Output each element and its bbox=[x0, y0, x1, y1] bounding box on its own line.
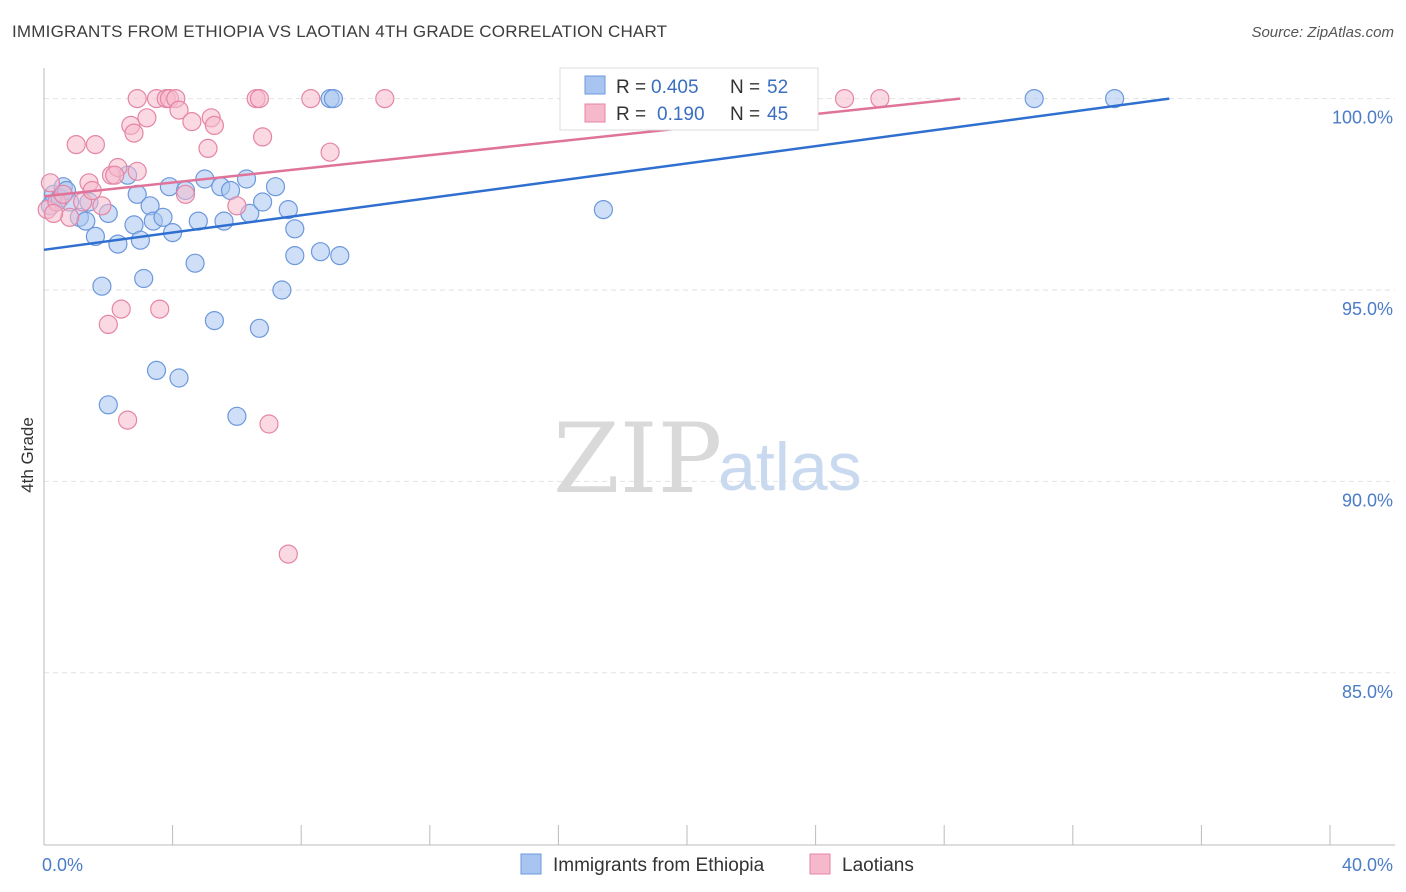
point-s1-14 bbox=[117, 410, 138, 430]
point-s0-37 bbox=[253, 192, 273, 212]
legend-box: R = 0.405 N = 52 R = 0.190 N = 45 bbox=[559, 67, 819, 131]
watermark: ZIP atlas bbox=[553, 403, 862, 515]
point-s0-21 bbox=[153, 207, 173, 227]
point-s1-18 bbox=[127, 88, 147, 109]
point-s1-31 bbox=[227, 196, 247, 216]
point-s0-47 bbox=[98, 395, 118, 415]
point-s1-13 bbox=[111, 299, 131, 319]
point-s1-10 bbox=[98, 314, 118, 334]
y-axis-label: 4th Grade bbox=[18, 417, 37, 493]
point-s0-26 bbox=[185, 253, 205, 273]
watermark-zip: ZIP bbox=[553, 403, 722, 515]
legend-n-value-ethiopia: 52 bbox=[767, 77, 788, 98]
chart-title: IMMIGRANTS FROM ETHIOPIA VS LAOTIAN 4TH … bbox=[12, 22, 668, 41]
trend-line-0 bbox=[43, 97, 1170, 252]
point-s1-17 bbox=[127, 161, 147, 181]
point-s0-36 bbox=[249, 318, 269, 338]
point-s1-33 bbox=[249, 88, 269, 109]
point-s1-26 bbox=[175, 184, 196, 204]
bottom-legend-swatch-ethiopia bbox=[520, 853, 542, 875]
point-s1-43 bbox=[43, 203, 64, 223]
point-s0-50 bbox=[1024, 88, 1044, 109]
legend-r-label-laotians: R = bbox=[616, 104, 646, 125]
point-s0-45 bbox=[323, 88, 343, 109]
point-s0-42 bbox=[285, 246, 305, 266]
point-s0-38 bbox=[265, 177, 286, 197]
point-s1-39 bbox=[375, 88, 395, 109]
y-tick-label-3: 85.0% bbox=[1342, 682, 1393, 702]
point-s0-46 bbox=[330, 246, 350, 266]
point-s0-22 bbox=[159, 177, 179, 197]
bottom-legend: Immigrants from Ethiopia Laotians bbox=[520, 853, 914, 876]
point-s1-19 bbox=[137, 108, 157, 128]
point-s0-34 bbox=[236, 169, 257, 189]
bottom-legend-swatch-laotians bbox=[809, 853, 831, 875]
y-tick-label-1: 95.0% bbox=[1342, 299, 1393, 319]
legend-r-value-ethiopia: 0.405 bbox=[651, 77, 699, 98]
point-s0-41 bbox=[285, 219, 305, 239]
point-s0-43 bbox=[310, 242, 331, 262]
y-tick-label-0: 100.0% bbox=[1332, 108, 1393, 128]
point-s0-29 bbox=[204, 311, 224, 331]
point-s1-44 bbox=[105, 165, 125, 185]
legend-n-value-laotians: 45 bbox=[767, 104, 788, 125]
point-s1-28 bbox=[198, 138, 218, 158]
legend-n-label-laotians: N = bbox=[730, 104, 760, 125]
point-s1-25 bbox=[169, 100, 189, 120]
bottom-legend-label-laotians: Laotians bbox=[842, 855, 914, 876]
point-s1-35 bbox=[259, 414, 279, 434]
point-s1-40 bbox=[834, 88, 855, 109]
point-s0-16 bbox=[130, 230, 150, 250]
legend-r-label-ethiopia: R = bbox=[616, 77, 646, 98]
point-s1-38 bbox=[320, 142, 340, 162]
point-s0-24 bbox=[169, 368, 189, 388]
point-s0-9 bbox=[85, 226, 106, 246]
point-s1-4 bbox=[60, 207, 80, 227]
point-s0-10 bbox=[92, 276, 112, 296]
point-s0-48 bbox=[593, 200, 614, 220]
watermark-atlas: atlas bbox=[718, 429, 862, 505]
x-tick-label-0: 0.0% bbox=[42, 855, 83, 875]
point-s0-51 bbox=[1104, 88, 1125, 109]
point-s1-30 bbox=[204, 115, 224, 136]
point-s1-21 bbox=[150, 299, 170, 319]
point-s1-9 bbox=[92, 196, 112, 216]
bottom-legend-label-ethiopia: Immigrants from Ethiopia bbox=[553, 855, 765, 876]
x-tick-label-1: 40.0% bbox=[1342, 855, 1393, 875]
point-s1-36 bbox=[278, 544, 298, 564]
legend-swatch-laotians bbox=[584, 103, 606, 123]
chart-source: Source: ZipAtlas.com bbox=[1251, 24, 1394, 41]
point-s1-34 bbox=[253, 127, 273, 147]
point-s1-27 bbox=[182, 111, 202, 132]
point-s0-40 bbox=[278, 200, 298, 220]
point-s0-20 bbox=[146, 360, 167, 380]
axes: 100.0% 95.0% 90.0% 85.0% 0.0% 40.0% bbox=[42, 68, 1395, 875]
point-s1-8 bbox=[85, 135, 106, 155]
point-s1-41 bbox=[870, 88, 890, 109]
y-tick-label-2: 90.0% bbox=[1342, 490, 1393, 510]
legend-n-label-ethiopia: N = bbox=[730, 77, 760, 98]
point-s0-17 bbox=[134, 268, 154, 289]
point-s1-37 bbox=[301, 88, 321, 109]
point-s1-5 bbox=[66, 135, 86, 155]
point-s1-1 bbox=[40, 173, 61, 193]
point-s0-39 bbox=[272, 280, 292, 300]
legend-swatch-ethiopia bbox=[584, 75, 606, 95]
legend-r-value-laotians: 0.190 bbox=[657, 104, 705, 125]
point-s0-33 bbox=[227, 406, 247, 426]
point-s1-16 bbox=[124, 123, 144, 143]
